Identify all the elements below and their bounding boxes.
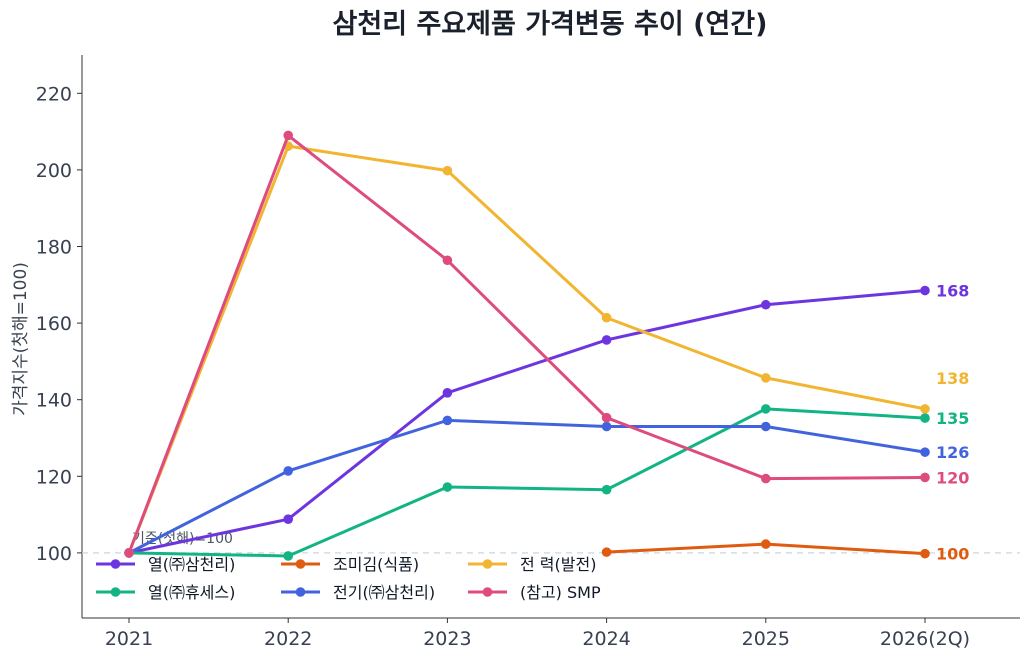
series-5	[124, 130, 930, 558]
data-point	[601, 412, 612, 423]
data-point	[601, 312, 612, 323]
data-point	[283, 551, 294, 561]
y-tick-label: 100	[36, 543, 72, 565]
legend-item: 전기(㈜삼천리)	[281, 583, 435, 602]
end-value-label: 138	[936, 369, 969, 388]
data-point	[601, 547, 612, 557]
legend-label: 열(㈜휴세스)	[148, 583, 235, 602]
data-point	[761, 421, 771, 432]
legend-label: (참고) SMP	[520, 583, 601, 602]
series-2	[601, 539, 930, 559]
series-1	[124, 404, 930, 561]
legend-label: 조미김(식품)	[333, 555, 419, 574]
data-point	[920, 404, 930, 414]
data-point	[442, 482, 453, 492]
end-value-label: 168	[936, 282, 969, 301]
data-point	[761, 539, 771, 549]
data-point	[283, 130, 294, 141]
series-4	[124, 141, 930, 558]
x-tick-label: 2026(2Q)	[880, 628, 970, 650]
legend-item: (참고) SMP	[468, 583, 601, 602]
x-tick-label: 2023	[423, 628, 471, 650]
legend-item: 조미김(식품)	[281, 555, 419, 574]
legend-label: 열(㈜삼천리)	[148, 555, 235, 574]
data-point	[442, 165, 453, 176]
legend-swatch-marker	[482, 559, 493, 569]
data-point	[920, 285, 930, 296]
data-point	[920, 472, 930, 483]
series-line	[127, 144, 927, 555]
series-0	[124, 285, 930, 558]
data-point	[601, 421, 612, 432]
data-point	[442, 388, 453, 398]
series-line	[127, 133, 927, 555]
data-point	[761, 404, 771, 414]
data-point	[283, 466, 294, 476]
series-line	[127, 407, 927, 558]
legend-swatch-marker	[110, 587, 121, 597]
x-tick-label: 2025	[742, 628, 790, 650]
y-tick-label: 200	[36, 160, 72, 182]
legend-swatch-marker	[295, 587, 306, 597]
axes: 100 120 140 160 180 200 220 2021 2022 2023 2024 202…	[36, 55, 1020, 650]
data-point	[601, 335, 612, 345]
data-point	[124, 548, 134, 558]
y-tick-label: 120	[36, 466, 72, 488]
data-point	[442, 255, 453, 266]
data-point	[920, 413, 930, 423]
end-value-label: 126	[936, 443, 969, 462]
legend: 열(㈜삼천리) 열(㈜휴세스) 조미김(식품) 전기(㈜삼천리) 전 력(발전) (참고)…	[96, 555, 601, 602]
chart-title: 삼천리 주요제품 가격변동 추이 (연간)	[333, 9, 768, 40]
x-tick-label: 2022	[264, 628, 312, 650]
data-point	[920, 548, 930, 559]
series-3	[124, 415, 930, 558]
data-point	[761, 373, 771, 383]
y-tick-label: 180	[36, 236, 72, 258]
end-value-label: 100	[936, 545, 969, 564]
data-point	[283, 514, 294, 524]
legend-label: 전기(㈜삼천리)	[333, 583, 435, 602]
legend-swatch-marker	[110, 559, 121, 569]
end-value-label: 135	[936, 409, 969, 428]
end-value-label: 120	[936, 468, 969, 487]
data-point	[761, 473, 771, 484]
legend-item: 전 력(발전)	[468, 555, 596, 574]
legend-item: 열(㈜휴세스)	[96, 583, 235, 602]
x-tick-label: 2024	[582, 628, 630, 650]
series-line	[127, 289, 927, 555]
y-tick-label: 220	[36, 83, 72, 105]
data-point	[601, 484, 612, 495]
series-line	[127, 418, 927, 555]
y-tick-label: 160	[36, 313, 72, 335]
data-point	[442, 415, 453, 426]
end-labels: 168 135 100 126 138 120	[936, 282, 969, 564]
legend-swatch-marker	[482, 587, 493, 597]
legend-swatch-marker	[295, 559, 306, 569]
y-tick-label: 140	[36, 390, 72, 412]
legend-item: 열(㈜삼천리)	[96, 555, 235, 574]
data-point	[920, 447, 930, 457]
data-point	[761, 299, 771, 310]
x-tick-label: 2021	[105, 628, 153, 650]
y-axis-label: 가격지수(첫해=100)	[11, 262, 31, 416]
legend-label: 전 력(발전)	[520, 555, 596, 574]
series-layer	[124, 130, 930, 561]
